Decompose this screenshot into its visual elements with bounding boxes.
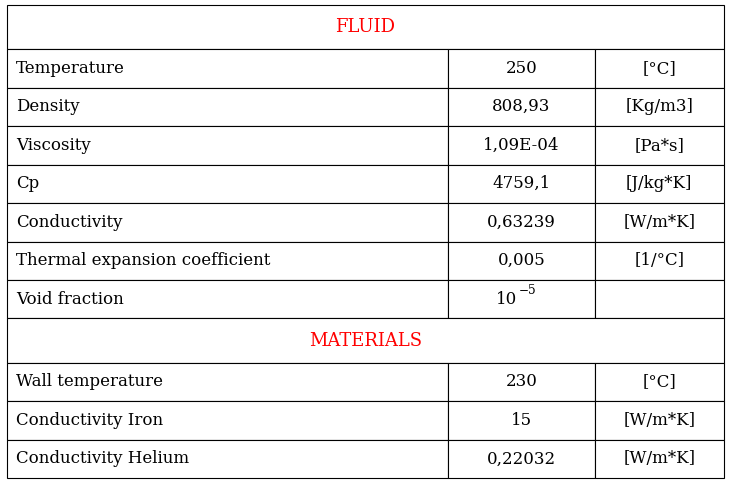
Text: Void fraction: Void fraction [16, 291, 124, 308]
Bar [448, 280, 595, 318]
Bar [7, 242, 448, 280]
Bar [595, 440, 724, 478]
Text: [W/m*K]: [W/m*K] [624, 412, 695, 429]
Text: Viscosity: Viscosity [16, 137, 91, 154]
Text: Conductivity Iron: Conductivity Iron [16, 412, 163, 429]
Bar [7, 363, 448, 401]
Text: 1,09E-04: 1,09E-04 [483, 137, 559, 154]
Bar [595, 242, 724, 280]
Text: Conductivity Helium: Conductivity Helium [16, 451, 189, 468]
Bar [7, 280, 448, 318]
Text: 250: 250 [505, 60, 537, 77]
Bar [448, 440, 595, 478]
Bar [7, 440, 448, 478]
Text: 0,63239: 0,63239 [487, 214, 556, 231]
Text: 10: 10 [496, 291, 518, 308]
Bar [448, 363, 595, 401]
Bar [595, 87, 724, 126]
Bar [7, 203, 448, 242]
Bar [448, 242, 595, 280]
Text: 4759,1: 4759,1 [492, 175, 550, 192]
Text: 15: 15 [511, 412, 532, 429]
Text: [W/m*K]: [W/m*K] [624, 451, 695, 468]
Bar [448, 49, 595, 87]
Bar [595, 363, 724, 401]
Text: 808,93: 808,93 [492, 99, 550, 115]
Bar [595, 401, 724, 440]
Text: MATERIALS: MATERIALS [309, 332, 422, 350]
Bar [448, 165, 595, 203]
Text: −5: −5 [519, 284, 537, 297]
Bar [448, 87, 595, 126]
Text: [J/kg*K]: [J/kg*K] [626, 175, 692, 192]
Text: FLUID: FLUID [336, 18, 395, 36]
Text: Temperature: Temperature [16, 60, 125, 77]
Text: [°C]: [°C] [643, 60, 676, 77]
Bar [448, 401, 595, 440]
Text: Thermal expansion coefficient: Thermal expansion coefficient [16, 252, 270, 269]
Bar [7, 5, 724, 49]
Bar [595, 165, 724, 203]
Bar [7, 165, 448, 203]
Bar [595, 203, 724, 242]
Text: 230: 230 [505, 373, 537, 390]
Text: 0,005: 0,005 [497, 252, 545, 269]
Bar [7, 87, 448, 126]
Text: Conductivity: Conductivity [16, 214, 123, 231]
Text: Density: Density [16, 99, 80, 115]
Text: Cp: Cp [16, 175, 39, 192]
Bar [595, 126, 724, 165]
Bar [595, 280, 724, 318]
Bar [7, 126, 448, 165]
Bar [7, 401, 448, 440]
Text: [Kg/m3]: [Kg/m3] [625, 99, 693, 115]
Text: 0,22032: 0,22032 [487, 451, 556, 468]
Bar [595, 49, 724, 87]
Bar [448, 203, 595, 242]
Text: [°C]: [°C] [643, 373, 676, 390]
Text: Wall temperature: Wall temperature [16, 373, 163, 390]
Bar [448, 126, 595, 165]
Text: [Pa*s]: [Pa*s] [635, 137, 684, 154]
Bar [7, 49, 448, 87]
Bar [7, 318, 724, 363]
Text: [1/°C]: [1/°C] [635, 252, 684, 269]
Text: [W/m*K]: [W/m*K] [624, 214, 695, 231]
